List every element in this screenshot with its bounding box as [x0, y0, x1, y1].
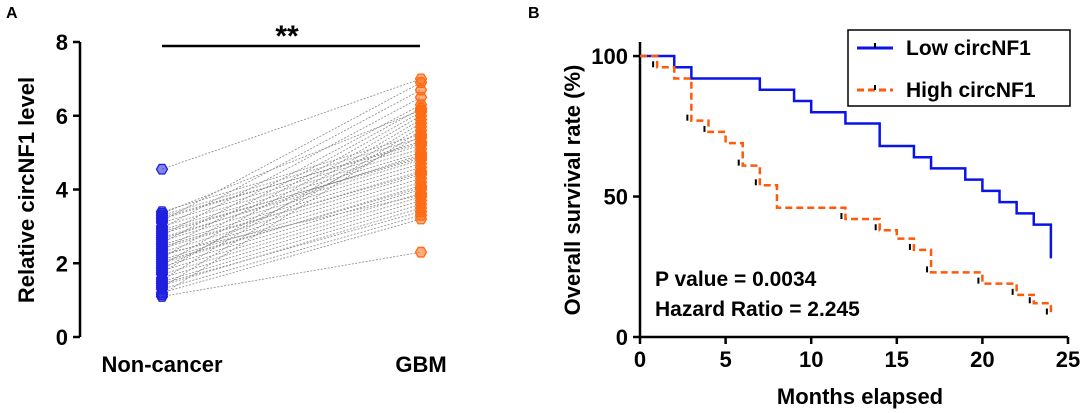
panel-b-x-tick-label: 0: [634, 347, 646, 372]
pair-line: [161, 155, 422, 235]
panel-b-y-tick-label: 50: [604, 185, 628, 210]
pair-line: [161, 185, 422, 264]
low-circnf1-curve: [640, 54, 1053, 259]
point-noncancer: [155, 208, 169, 219]
pair-line: [161, 119, 422, 273]
panel-a-category-gbm: GBM: [395, 352, 446, 377]
pair-line: [161, 251, 422, 297]
panel-a-label: A: [6, 5, 18, 22]
point-gbm: [414, 167, 428, 179]
panel-a-points: [155, 73, 428, 302]
pair-line: [161, 111, 422, 259]
p-value-annotation: P value = 0.0034: [655, 268, 817, 291]
point-gbm: [414, 206, 428, 218]
pair-line: [161, 130, 422, 295]
pair-line: [161, 143, 422, 218]
point-gbm: [414, 130, 428, 142]
panel-b-survival-chart: Overall survival rate (%) Months elapsed…: [560, 29, 1080, 409]
panel-b-x-tick-label: 15: [885, 347, 909, 372]
panel-a-y-tick-label: 2: [56, 251, 68, 276]
legend: Low circNF1 High circNF1: [847, 29, 1071, 107]
legend-low-label: Low circNF1: [906, 37, 1031, 60]
pair-line: [161, 203, 422, 283]
pair-line: [161, 108, 422, 251]
panel-a-y-tick-label: 4: [56, 178, 69, 203]
pair-line: [161, 163, 422, 242]
panel-b-label: B: [528, 5, 540, 22]
point-noncancer: [155, 263, 169, 275]
point-noncancer: [155, 248, 169, 260]
panel-b-axes: 0 50 100 0 5 10 15 20 25: [591, 42, 1080, 372]
pair-line: [161, 207, 422, 286]
point-noncancer: [155, 163, 169, 175]
panel-a-pair-lines: [161, 78, 422, 297]
pair-line: [161, 159, 422, 238]
panel-a-y-tick-label: 6: [56, 104, 68, 129]
panel-b-x-tick-label: 25: [1056, 347, 1080, 372]
panel-a-y-axis-title: Relative circNF1 level: [14, 77, 39, 303]
pair-line: [161, 172, 422, 248]
high-circnf1-curve: [640, 54, 1053, 315]
panel-b-censor-marks: [652, 61, 1048, 315]
legend-box: [847, 29, 1071, 107]
point-gbm: [414, 189, 428, 201]
pair-line: [161, 192, 422, 272]
pair-line: [161, 181, 422, 260]
significance-stars: **: [275, 20, 299, 53]
point-noncancer: [155, 278, 169, 289]
legend-high-label: High circNF1: [906, 79, 1036, 102]
panel-a-y-tick-label: 8: [56, 30, 68, 55]
pair-line: [161, 214, 422, 290]
panel-b-x-tick-label: 20: [970, 347, 994, 372]
panel-b-x-tick-label: 10: [799, 347, 823, 372]
pair-line: [161, 174, 422, 253]
pair-line: [161, 148, 422, 227]
panel-a-y-tick-label: 0: [56, 325, 68, 350]
point-gbm: [414, 246, 428, 258]
point-gbm: [414, 149, 428, 160]
panel-b-x-axis-title: Months elapsed: [777, 384, 943, 409]
point-noncancer: [155, 233, 169, 245]
pair-line: [161, 187, 422, 262]
pair-line: [161, 157, 422, 233]
pair-line: [161, 122, 422, 281]
point-gbm: [414, 104, 428, 116]
pair-line: [161, 170, 422, 249]
pair-line: [161, 196, 422, 275]
panel-a-category-noncancer: Non-cancer: [101, 352, 222, 377]
point-gbm: [414, 73, 428, 85]
pair-line: [161, 109, 422, 214]
panel-a-y-axis: 0 2 4 6 8: [56, 30, 82, 350]
pair-line: [161, 211, 422, 284]
panel-b-curves: [640, 54, 1053, 315]
pair-line: [161, 189, 422, 268]
pair-line: [161, 115, 422, 266]
pair-line: [161, 78, 422, 170]
pair-line: [161, 137, 422, 216]
pair-line: [161, 133, 422, 213]
pair-line: [161, 126, 422, 288]
pair-line: [161, 141, 422, 220]
panel-b-x-tick-label: 5: [719, 347, 731, 372]
pair-line: [161, 194, 422, 255]
pair-line: [161, 166, 422, 246]
panel-b-y-axis-title: Overall survival rate (%): [560, 65, 585, 316]
pair-line: [161, 178, 422, 257]
pair-line: [161, 135, 422, 270]
pair-line: [161, 200, 422, 279]
pair-line: [161, 152, 422, 231]
pair-line: [161, 218, 422, 294]
pair-line: [161, 82, 422, 222]
pair-line: [161, 96, 422, 236]
panel-b-y-tick-label: 0: [616, 325, 628, 350]
hazard-ratio-annotation: Hazard Ratio = 2.245: [655, 298, 860, 321]
panel-b-y-tick-label: 100: [591, 44, 628, 69]
